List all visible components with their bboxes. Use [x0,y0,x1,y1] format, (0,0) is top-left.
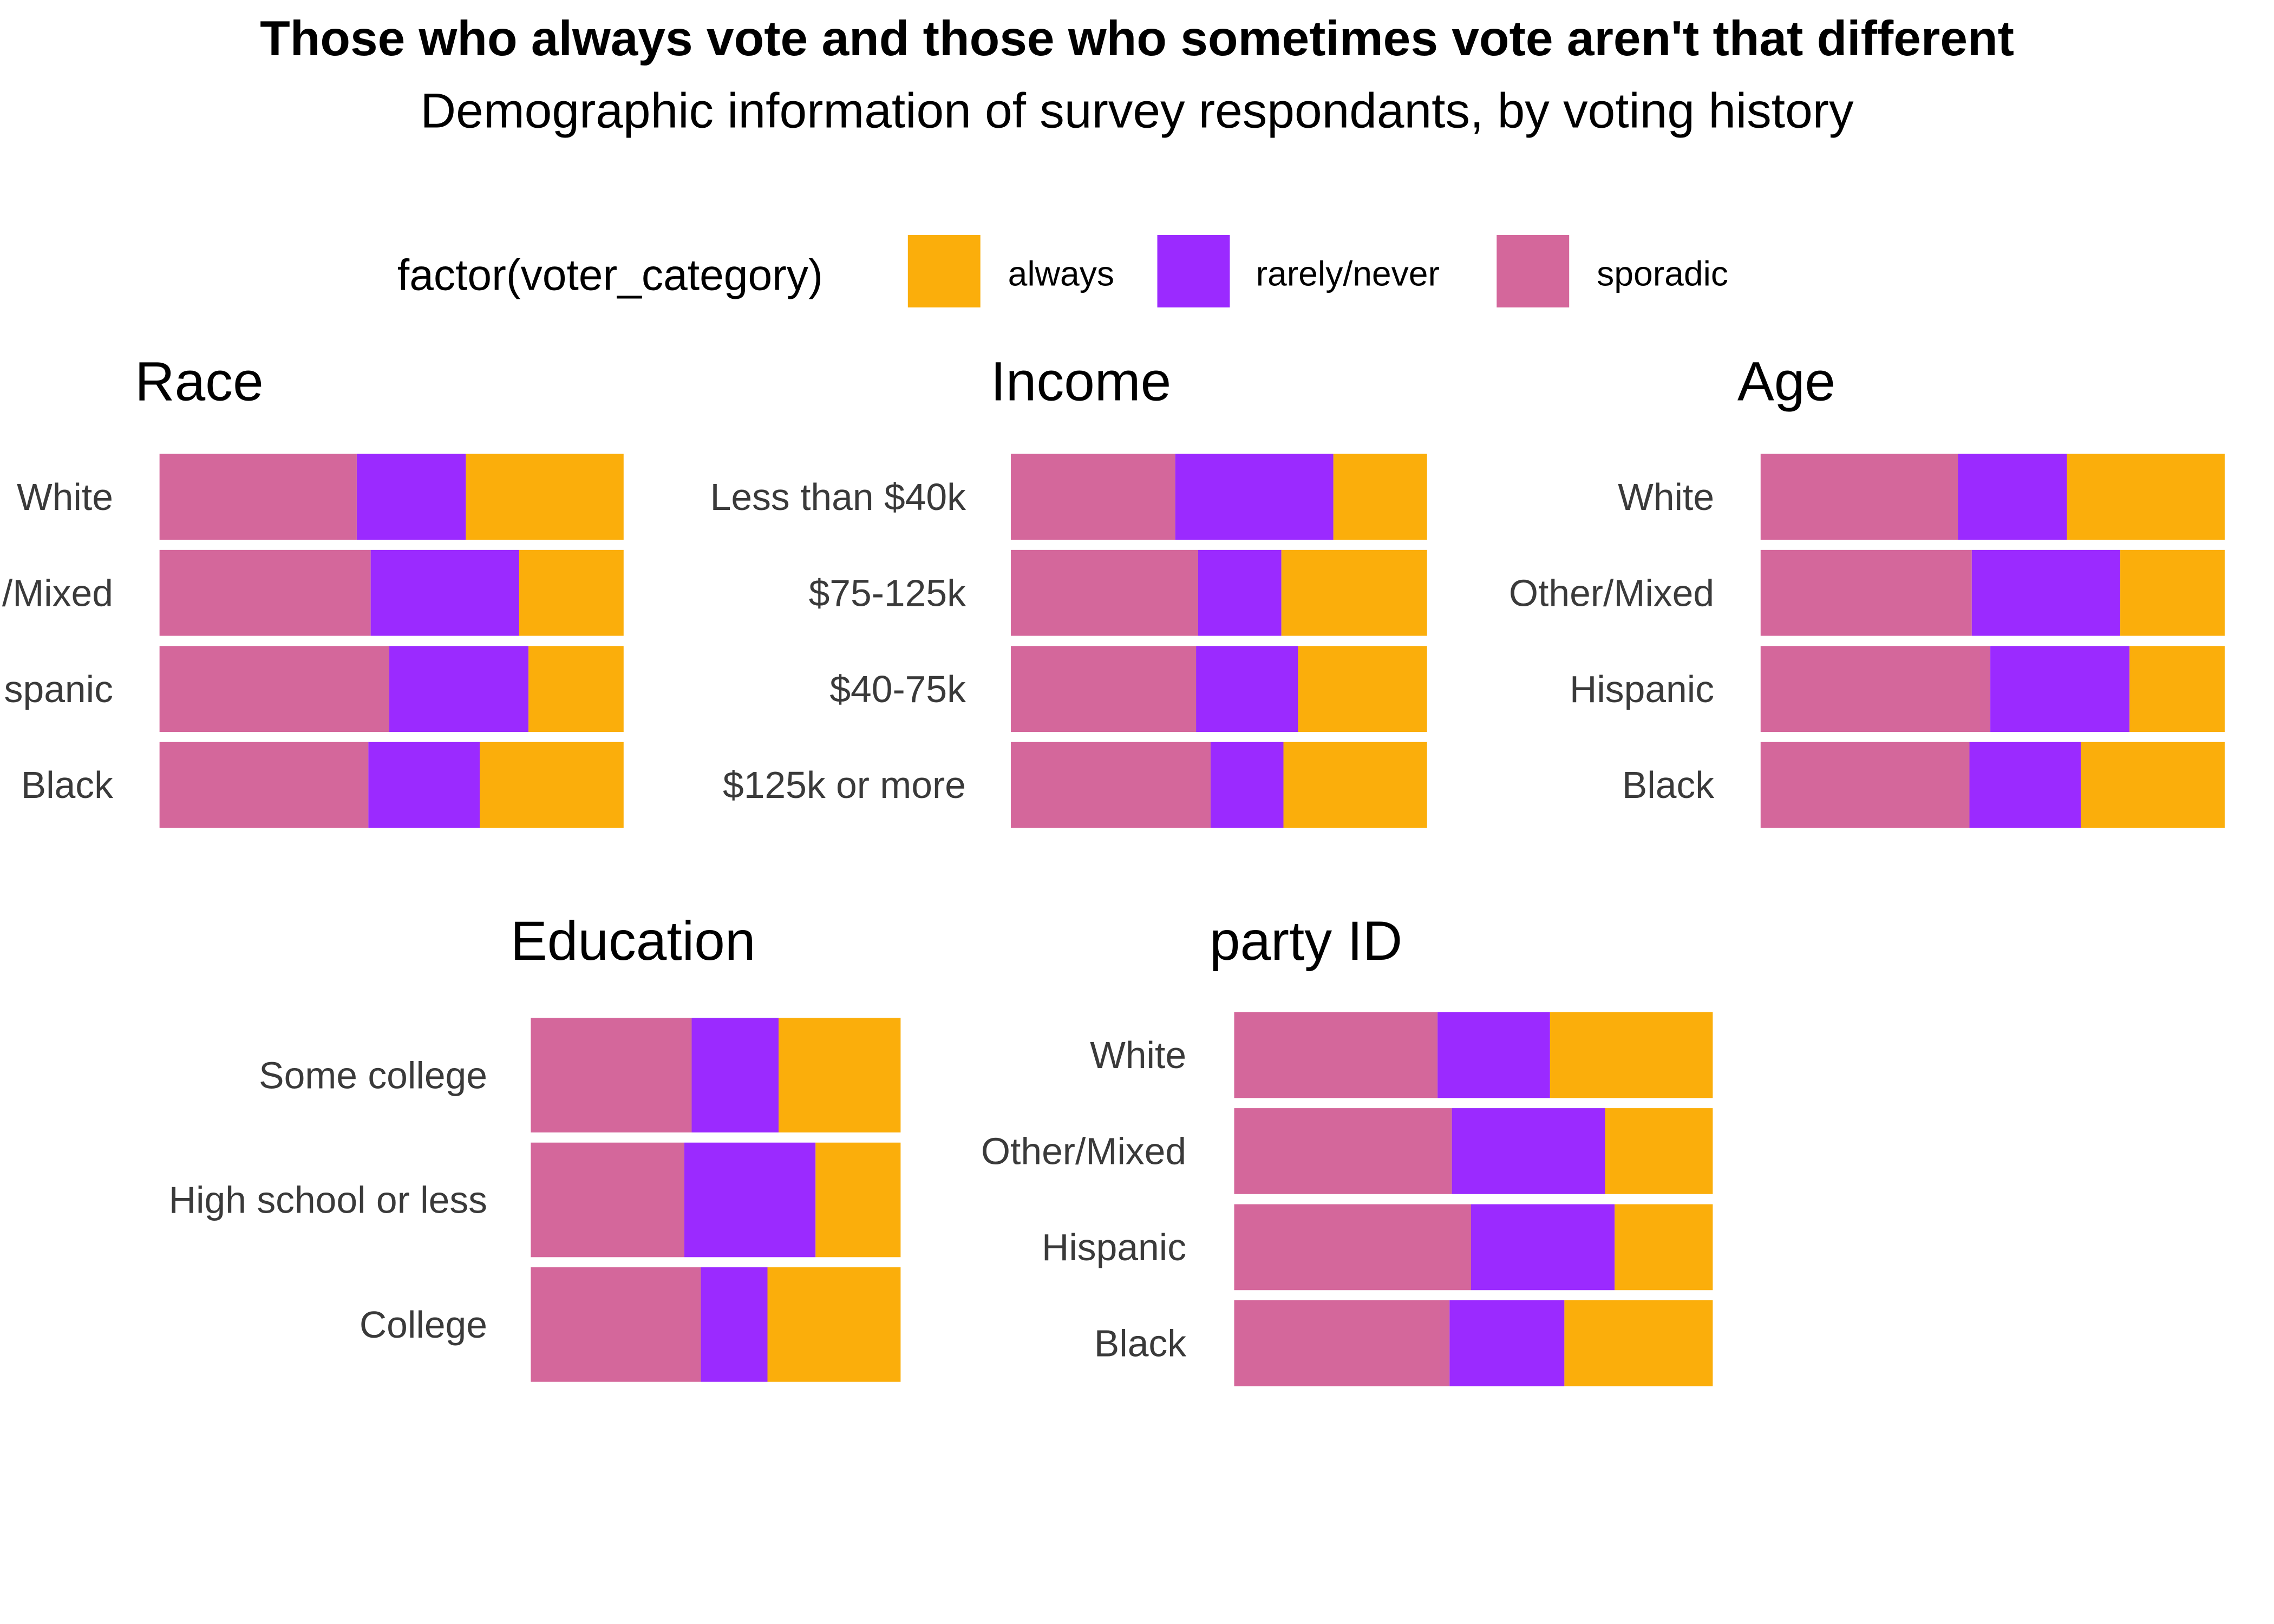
legend-label-always: always [1008,254,1114,293]
bar-segment-education-0-rarely-never [691,1018,779,1132]
bar-segment-income-0-sporadic [1010,454,1175,540]
tick-label-age-1: Other/Mixed [1509,572,1714,614]
tick-label-education-2: College [360,1304,487,1346]
bar-segment-education-2-sporadic [531,1267,701,1382]
bar-segment-education-0-sporadic [531,1018,692,1132]
tick-label-party-id-0: White [1090,1034,1186,1076]
bar-segment-party-id-3-rarely-never [1449,1300,1565,1386]
bar-segment-race-3-rarely-never [368,742,480,828]
bar-segment-race-2-always [528,646,624,732]
bar-segment-race-1-sporadic [159,549,371,636]
tick-label-age-3: Black [1622,764,1714,806]
bar-segment-party-id-0-rarely-never [1437,1012,1550,1098]
bar-segment-education-1-rarely-never [684,1142,816,1258]
tick-label-party-id-1: Other/Mixed [981,1130,1186,1173]
legend-swatch-rarely-never [1157,234,1230,307]
bar-segment-education-1-always [815,1142,901,1258]
bar-segment-party-id-0-always [1550,1012,1713,1098]
panel-party-id: party ID White Other/Mixed Hispanic Black [981,910,1713,1386]
bar-segment-party-id-2-rarely-never [1471,1204,1615,1291]
bar-segment-income-1-sporadic [1010,549,1198,636]
bar-segment-age-3-sporadic [1760,742,1970,828]
bar-segment-income-1-rarely-never [1198,549,1282,636]
panel-income: Income Less than $40k $75-125k $40-75k $125k… [710,350,1427,828]
bar-segment-age-3-rarely-never [1969,742,2081,828]
bar-segment-race-0-sporadic [159,454,357,540]
panel-title-age: Age [1737,350,1835,412]
legend: factor(voter_category) always rarely/nev… [397,234,1728,307]
tick-label-race-2: spanic [4,668,113,710]
bar-segment-income-0-rarely-never [1175,454,1334,540]
bar-segment-age-2-always [2129,646,2225,732]
bar-segment-age-0-sporadic [1760,454,1958,540]
chart-subtitle: Demographic information of survey respon… [420,84,1854,139]
bar-segment-party-id-1-rarely-never [1452,1108,1605,1194]
panel-race: Race White/Mixed spanic Black [2,350,624,828]
bar-segment-education-1-sporadic [531,1142,684,1258]
bar-segment-race-2-sporadic [159,646,389,732]
tick-label-race-0: White [17,476,113,518]
tick-label-age-2: Hispanic [1570,668,1714,710]
tick-label-education-1: High school or less [169,1179,487,1221]
legend-title: factor(voter_category) [397,251,823,300]
bar-segment-income-3-always [1283,742,1427,828]
tick-label-party-id-2: Hispanic [1042,1226,1186,1268]
bar-segment-age-3-always [2081,742,2225,828]
bar-segment-age-0-rarely-never [1958,454,2067,540]
bar-segment-income-3-sporadic [1010,742,1211,828]
legend-label-rarely-never: rarely/never [1256,254,1440,293]
bar-segment-party-id-2-always [1615,1204,1713,1291]
bar-segment-party-id-0-sporadic [1234,1012,1438,1098]
bar-segment-race-0-always [466,454,624,540]
bar-segment-race-1-rarely-never [370,549,519,636]
legend-swatch-always [907,234,981,307]
bar-segment-education-2-rarely-never [701,1267,768,1382]
bar-segment-age-1-sporadic [1760,549,1972,636]
panel-age: Age White Other/Mixed Hispanic Black [1509,350,2225,828]
bar-segment-party-id-3-sporadic [1234,1300,1450,1386]
chart-panels: Race White/Mixed spanic Black Income Less tha… [2,350,2225,1386]
panel-title-race: Race [135,350,264,412]
bar-segment-income-0-always [1333,454,1427,540]
legend-label-sporadic: sporadic [1597,254,1728,293]
panel-title-education: Education [511,910,756,972]
bar-segment-race-3-sporadic [159,742,369,828]
bar-segment-education-2-always [767,1267,901,1382]
panel-title-party-id: party ID [1210,910,1402,972]
bar-segment-income-2-rarely-never [1196,646,1298,732]
bar-segment-party-id-1-sporadic [1234,1108,1452,1194]
bar-segment-race-1-always [519,549,624,636]
bar-segment-education-0-always [778,1018,901,1132]
bar-segment-age-1-always [2120,549,2225,636]
bar-segment-income-3-rarely-never [1210,742,1284,828]
bar-segment-race-2-rarely-never [389,646,529,732]
bar-segment-income-1-always [1281,549,1427,636]
tick-label-race-1: /Mixed [2,572,113,614]
bar-segment-age-0-always [2067,454,2225,540]
tick-label-income-2: $40-75k [829,668,966,710]
tick-label-party-id-3: Black [1094,1322,1186,1364]
bar-segment-age-2-sporadic [1760,646,1991,732]
bar-segment-race-3-always [480,742,624,828]
tick-label-income-1: $75-125k [809,572,966,614]
bar-segment-party-id-1-always [1605,1108,1713,1194]
bar-segment-party-id-3-always [1564,1300,1713,1386]
chart-title: Those who always vote and those who some… [260,11,2014,66]
tick-label-income-3: $125k or more [723,764,966,806]
panel-education: Education Some college High school or less… [169,910,901,1382]
tick-label-income-0: Less than $40k [710,476,966,518]
tick-label-age-0: White [1618,476,1714,518]
bar-segment-income-2-sporadic [1010,646,1197,732]
bar-segment-party-id-2-sporadic [1234,1204,1472,1291]
panel-title-income: Income [990,350,1171,412]
bar-segment-income-2-always [1298,646,1427,732]
bar-segment-age-2-rarely-never [1990,646,2130,732]
tick-label-education-0: Some college [259,1054,487,1096]
bar-segment-race-0-rarely-never [356,454,466,540]
legend-swatch-sporadic [1497,234,1570,307]
tick-label-race-3: Black [21,764,113,806]
bar-segment-age-1-rarely-never [1971,549,2121,636]
